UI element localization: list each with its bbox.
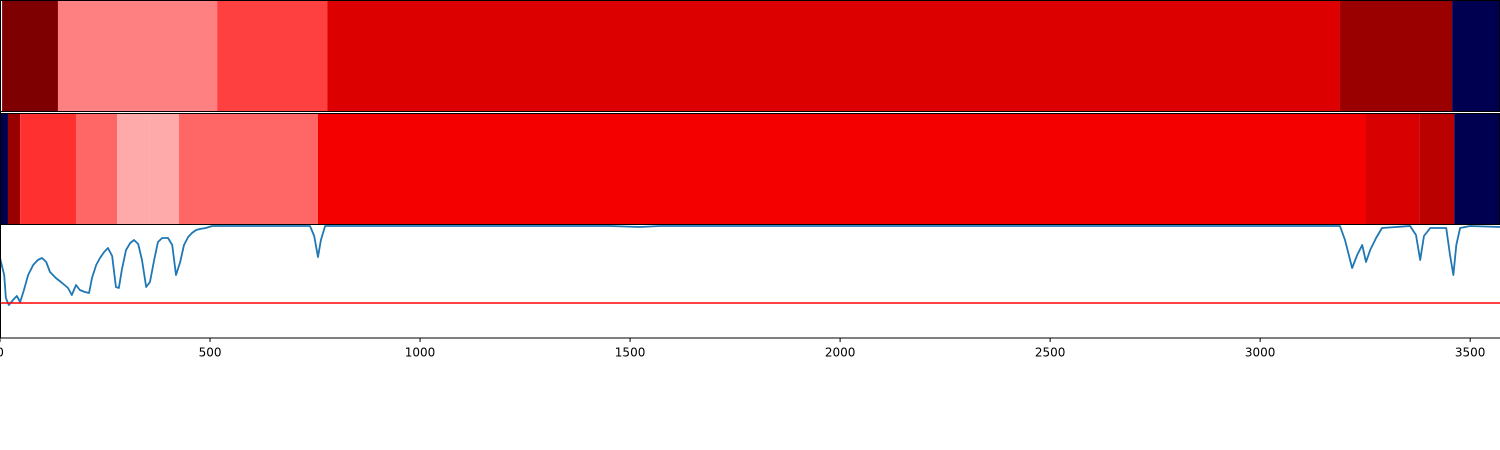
band-segment [57,0,218,112]
x-tick-label: 3500 [1455,346,1486,360]
band-segment [1454,113,1500,225]
band-segment [178,113,318,225]
x-tick-label: 500 [199,346,222,360]
band-segment [20,113,77,225]
band-segment [117,113,150,225]
band-segment [76,113,118,225]
x-tick-label: 3000 [1245,346,1276,360]
heatmap-bands [0,0,1500,225]
plot-area [0,225,1500,306]
band-segment [2,0,58,112]
data-line [0,225,1500,306]
band-segment [327,0,1340,112]
x-tick-label: 1500 [615,346,646,360]
band-segment [1339,0,1453,112]
band-segment [217,0,328,112]
x-tick-label: 0 [0,346,4,360]
band-segment [149,113,179,225]
band-segment [1419,113,1455,225]
band-segment [1366,113,1420,225]
band-segment [1452,0,1500,112]
band-segment [0,113,8,225]
band-segment [317,113,1367,225]
x-tick-label: 2500 [1035,346,1066,360]
x-tick-label: 2000 [825,346,856,360]
axes: 0 500 1000 1500 2000 2500 3000 3500 [0,0,1500,360]
x-tick-label: 1000 [405,346,436,360]
band-segment [7,113,21,225]
